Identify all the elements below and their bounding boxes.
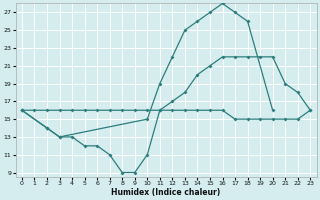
X-axis label: Humidex (Indice chaleur): Humidex (Indice chaleur) xyxy=(111,188,221,197)
